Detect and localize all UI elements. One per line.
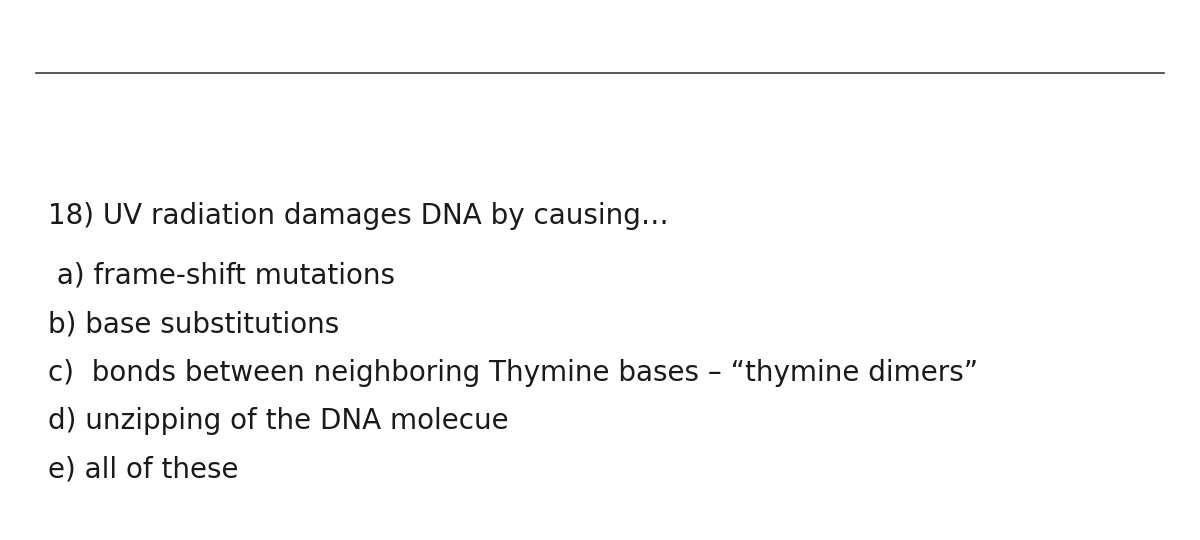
Text: c)  bonds between neighboring Thymine bases – “thymine dimers”: c) bonds between neighboring Thymine bas… [48,359,978,387]
Text: b) base substitutions: b) base substitutions [48,310,340,338]
Text: 18) UV radiation damages DNA by causing…: 18) UV radiation damages DNA by causing… [48,202,668,230]
Text: e) all of these: e) all of these [48,456,239,484]
Text: a) frame-shift mutations: a) frame-shift mutations [48,261,395,289]
Text: d) unzipping of the DNA molecue: d) unzipping of the DNA molecue [48,407,509,435]
